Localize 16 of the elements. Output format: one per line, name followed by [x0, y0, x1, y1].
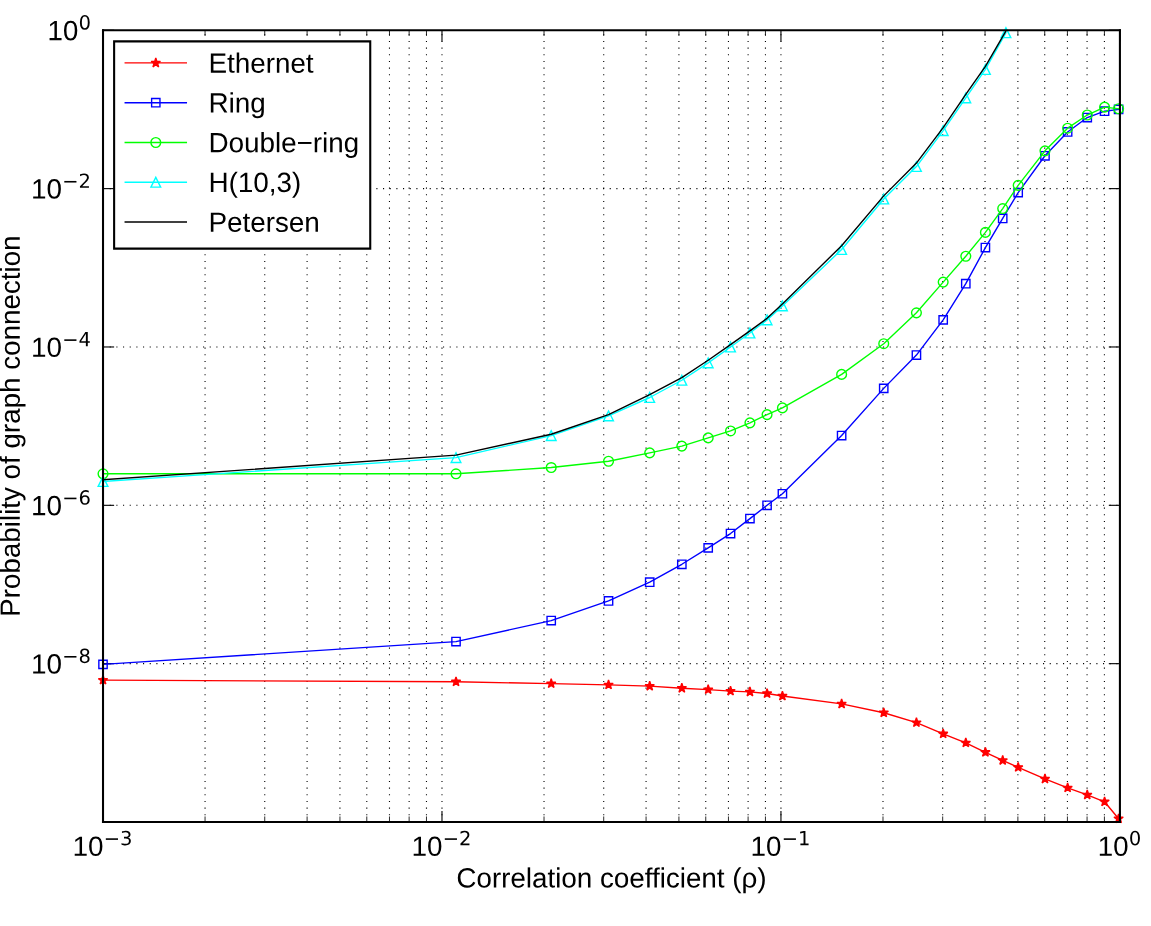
- legend-label: Ring: [210, 92, 264, 119]
- y-tick-label: 10$^{−6}$: [33, 490, 90, 516]
- y-tick-label: 10$^{−4}$: [33, 332, 90, 358]
- y-tick-label: 10$^{0}$: [49, 15, 90, 41]
- legend-label: Petersen: [210, 212, 318, 233]
- x-axis-title: Correlation coefficient (ρ): [457, 867, 765, 894]
- y-tick-label: 10$^{−8}$: [33, 648, 90, 674]
- y-axis-title: Probability of graph connection: [0, 237, 26, 615]
- legend-label: Ethernet: [210, 52, 314, 73]
- legend-label: H(10,3): [210, 171, 300, 198]
- x-tick-label: 10$^{−1}$: [752, 831, 809, 857]
- x-tick-label: 10$^{0}$: [1099, 830, 1140, 857]
- y-tick-label: 10$^{−2}$: [33, 173, 89, 199]
- x-tick-label: 10$^{−2}$: [413, 830, 470, 857]
- legend-label: Double−ring: [210, 132, 358, 158]
- x-tick-label: 10$^{−3}$: [74, 830, 131, 857]
